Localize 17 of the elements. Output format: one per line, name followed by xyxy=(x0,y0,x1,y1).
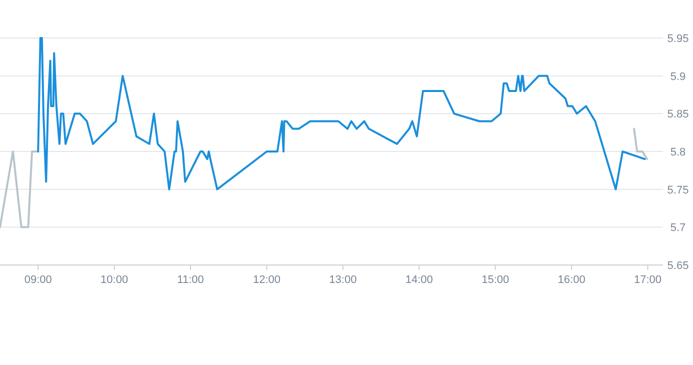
y-tick-label: 5.95 xyxy=(667,33,689,45)
x-tick-label: 12:00 xyxy=(252,274,280,286)
y-tick-label: 5.7 xyxy=(670,222,686,234)
x-tick-label: 14:00 xyxy=(405,274,433,286)
line-series xyxy=(37,37,646,190)
y-tick-label: 5.85 xyxy=(667,108,689,121)
x-tick-label: 11:00 xyxy=(177,274,204,286)
y-tick-label: 5.9 xyxy=(670,70,686,83)
x-tick-label: 17:00 xyxy=(634,274,662,286)
x-tick-label: 09:00 xyxy=(24,274,52,286)
x-tick-label: 16:00 xyxy=(558,274,586,286)
y-tick-label: 5.65 xyxy=(667,260,689,272)
x-tick-label: 15:00 xyxy=(482,274,510,286)
x-tick-label: 13:00 xyxy=(329,274,357,286)
y-tick-label: 5.75 xyxy=(667,184,689,196)
y-tick-label: 5.8 xyxy=(670,146,686,158)
x-tick-label: 10:00 xyxy=(100,274,128,286)
